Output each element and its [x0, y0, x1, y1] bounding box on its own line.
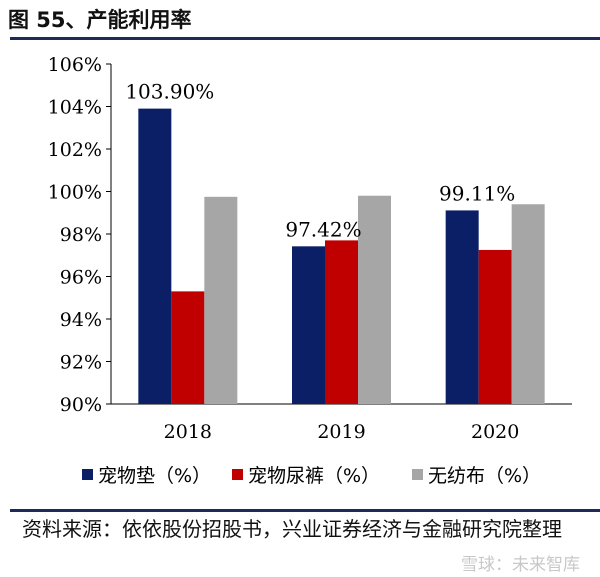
data-label: 99.11% — [439, 181, 515, 205]
source-rule — [10, 509, 600, 512]
legend-label: 无纺布（%） — [428, 465, 541, 487]
figure-title: 图 55、产能利用率 — [8, 8, 192, 32]
bar-2019-2 — [358, 195, 391, 404]
y-tick-label: 94% — [60, 309, 102, 331]
bar-2019-0 — [292, 246, 325, 404]
title-rule — [10, 37, 600, 40]
x-tick-label: 2020 — [471, 421, 519, 443]
bar-2020-0 — [445, 210, 479, 404]
watermark: 雪球：未来智库 — [461, 555, 580, 575]
y-tick-label: 90% — [60, 394, 102, 416]
legend-label: 宠物尿裤（%） — [248, 465, 380, 487]
x-tick-label: 2018 — [164, 421, 212, 443]
y-tick-label: 96% — [60, 267, 102, 289]
bar-2018-0 — [138, 108, 172, 404]
legend-swatch — [82, 469, 93, 480]
legend-swatch — [412, 469, 423, 480]
y-tick-label: 92% — [60, 352, 102, 374]
data-label: 103.90% — [125, 80, 214, 104]
bar-2018-2 — [204, 196, 238, 404]
source-note: 资料来源：依依股份招股书，兴业证券经济与金融研究院整理 — [22, 517, 562, 541]
y-tick-label: 98% — [60, 224, 102, 246]
x-tick-label: 2019 — [317, 421, 365, 443]
y-tick-label: 102% — [48, 139, 102, 161]
data-label: 97.42% — [285, 217, 361, 241]
legend-label: 宠物垫（%） — [98, 465, 211, 487]
bar-2018-1 — [171, 291, 205, 404]
bar-chart: 90% 92% 94% 96% 98% 100% 102% 104% 106% 2018 103.9… — [48, 54, 572, 487]
y-tick-label: 104% — [48, 97, 102, 119]
bar-2019-1 — [325, 240, 358, 404]
y-tick-label: 100% — [48, 182, 102, 204]
bar-2020-2 — [511, 204, 545, 404]
bar-2020-1 — [478, 249, 512, 404]
y-tick-label: 106% — [48, 54, 102, 76]
legend-swatch — [232, 469, 243, 480]
